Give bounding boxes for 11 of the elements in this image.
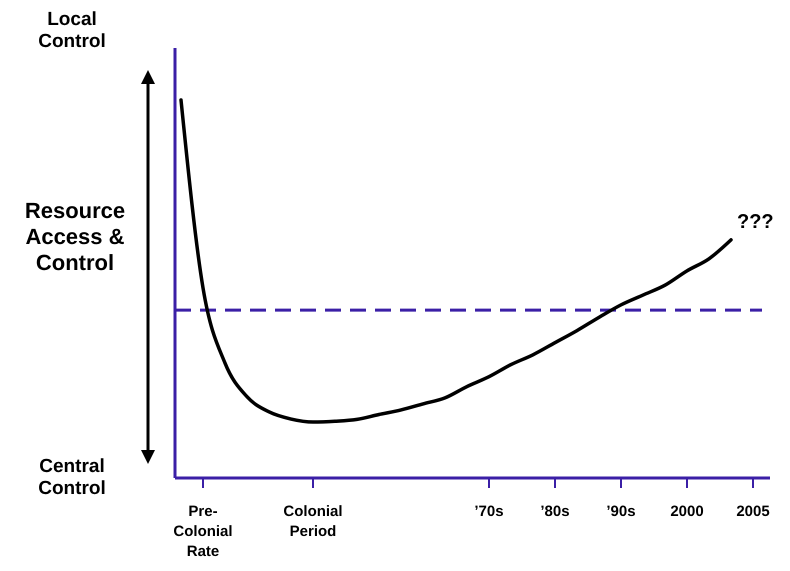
x-tick-label: ’70s <box>474 503 504 520</box>
annotation: ??? <box>737 210 774 233</box>
x-tick-label: ’90s <box>606 503 636 520</box>
x-tick-label: ’80s <box>540 503 570 520</box>
text: Central Control <box>38 456 106 499</box>
text: Local Control <box>38 9 106 52</box>
x-tick-label: Colonial Period <box>283 503 343 540</box>
x-tick-label: Pre-Colonial Rate <box>173 503 233 560</box>
x-tick-label: 2000 <box>670 503 704 520</box>
x-tick-label: 2005 <box>736 503 770 520</box>
y-axis-title: Resource Access & Control <box>24 198 126 275</box>
